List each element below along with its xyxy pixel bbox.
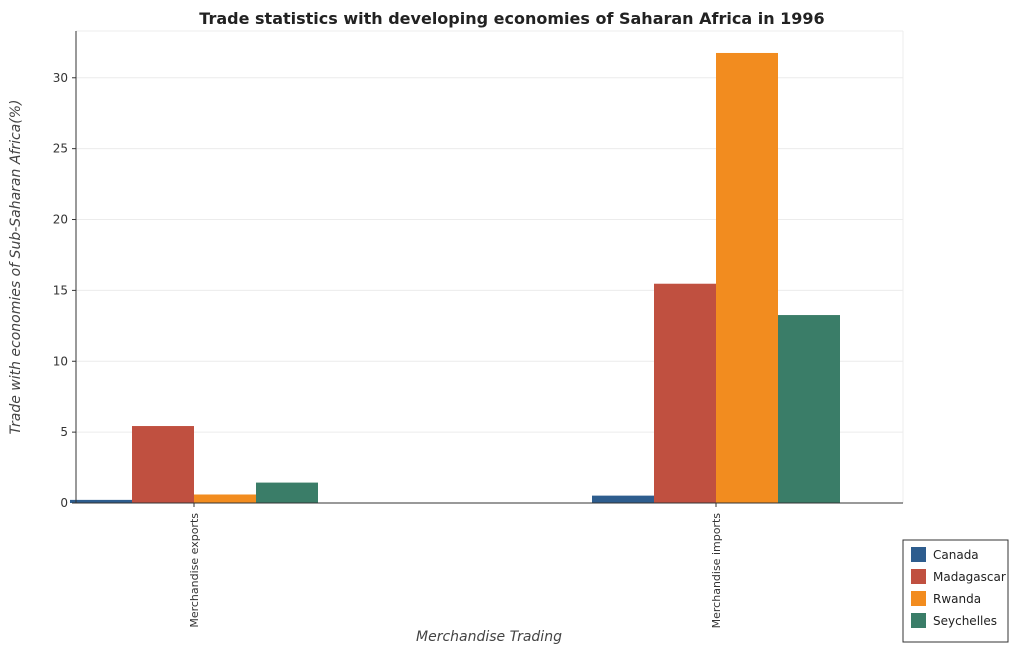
y-tick-label: 30 [53,71,68,85]
legend-label: Rwanda [933,592,981,606]
axes: 0 5 10 15 20 25 30 Merchandise exports Merchandi… [53,31,903,628]
bar-madagascar-imports [654,283,716,503]
y-axis-label: Trade with economies of Sub-Saharan Afri… [8,100,24,435]
bar-rwanda-exports [194,494,256,503]
legend-swatch [911,591,926,606]
bar-rwanda-imports [716,52,778,503]
legend-swatch [911,569,926,584]
legend-label: Madagascar [933,570,1006,584]
bar-canada-exports [70,499,132,503]
legend-label: Seychelles [933,614,997,628]
bar-seychelles-exports [256,482,318,503]
y-tick-label: 15 [53,283,68,297]
bar-seychelles-imports [778,315,840,503]
y-tick-label: 5 [60,425,68,439]
legend-label: Canada [933,548,979,562]
y-tick-label: 10 [53,354,68,368]
x-tick-label: Merchandise imports [710,513,723,629]
legend-swatch [911,547,926,562]
legend: Canada Madagascar Rwanda Seychelles [902,539,1009,643]
x-axis-label: Merchandise Trading [416,629,562,645]
y-tick-label: 0 [60,496,68,510]
x-tick-label: Merchandise exports [188,513,201,628]
bar-canada-imports [592,495,654,503]
chart-title: Trade statistics with developing economi… [199,9,824,28]
legend-swatch [911,613,926,628]
plot-area: 0 5 10 15 20 25 30 Merchandise exports Merchandi… [53,30,904,628]
y-tick-label: 25 [53,142,68,156]
y-tick-label: 20 [53,213,68,227]
bar-madagascar-exports [132,426,194,503]
bars [70,52,840,503]
